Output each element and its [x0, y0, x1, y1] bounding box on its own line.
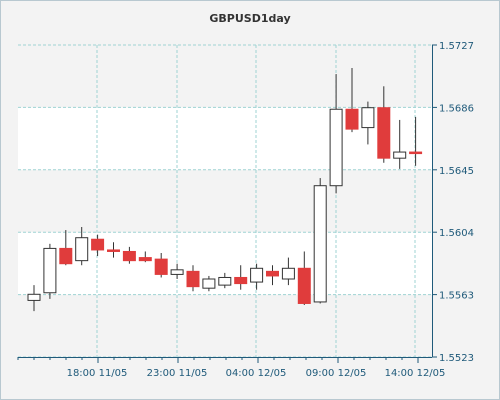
background-bands: [18, 45, 432, 357]
bearish-candle: [297, 251, 311, 305]
candle-body: [281, 267, 295, 280]
bullish-candle: [202, 275, 216, 292]
y-tick-label: 1.5523: [439, 353, 474, 364]
y-tick-label: 1.5727: [439, 41, 474, 52]
y-tick-label: 1.5645: [439, 166, 474, 177]
y-tick-labels: 1.5523 1.5563 1.5604 1.5645 1.5686 1.5727: [439, 41, 474, 364]
bullish-candle: [218, 272, 232, 289]
y-tick-label: 1.5686: [439, 103, 474, 114]
candle-body: [107, 249, 120, 252]
bearish-candle: [107, 242, 120, 258]
x-tick-label: 04:00 12/05: [226, 368, 287, 379]
y-tick-label: 1.5604: [439, 228, 474, 239]
candle-body: [138, 257, 152, 262]
bullish-candle: [281, 257, 295, 286]
bullish-candle: [361, 101, 375, 145]
candle-body: [218, 276, 232, 286]
bearish-candle: [409, 116, 423, 166]
axes: [17, 44, 437, 363]
chart-title: GBPUSD1day: [209, 12, 290, 25]
x-tick-label: 18:00 11/05: [67, 368, 128, 379]
bearish-candle: [122, 246, 136, 264]
candle-body: [313, 185, 327, 303]
candle-body: [202, 278, 216, 289]
bearish-candle: [186, 265, 200, 292]
bearish-candle: [234, 265, 248, 290]
candle-body: [377, 107, 391, 159]
background-band: [18, 45, 432, 108]
bullish-candle: [313, 178, 327, 304]
bearish-candle: [138, 251, 152, 263]
bearish-candle: [345, 67, 359, 133]
bearish-candle: [266, 265, 279, 286]
bullish-candle: [27, 285, 41, 312]
candle-body: [361, 107, 375, 129]
bullish-candle: [170, 263, 184, 279]
candle-body: [27, 293, 41, 301]
background-band: [18, 294, 432, 357]
candle-body: [91, 238, 105, 251]
candle-body: [59, 247, 73, 265]
candle-body: [75, 237, 89, 262]
candle-body: [345, 108, 359, 130]
candle-body: [393, 151, 407, 159]
candle-body: [122, 250, 136, 262]
candle-body: [186, 270, 200, 288]
candle-body: [234, 276, 248, 285]
candle-body: [43, 247, 57, 294]
candle-body: [266, 270, 279, 277]
candle-body: [170, 269, 184, 275]
y-tick-label: 1.5563: [439, 291, 474, 302]
bearish-candle: [59, 230, 73, 266]
candles: [27, 67, 423, 312]
bullish-candle: [393, 119, 407, 169]
bullish-candle: [43, 243, 57, 299]
bearish-candle: [377, 86, 391, 163]
candle-body: [250, 267, 264, 283]
candle-body: [329, 108, 343, 187]
x-tick-label: 14:00 12/05: [385, 368, 446, 379]
candle-body: [297, 267, 311, 304]
candle-body: [409, 151, 423, 155]
x-tick-label: 23:00 11/05: [147, 368, 208, 379]
bullish-candle: [250, 263, 264, 290]
x-tick-label: 09:00 12/05: [306, 368, 367, 379]
bearish-candle: [91, 234, 105, 257]
bullish-candle: [75, 227, 89, 266]
background-band: [18, 169, 432, 233]
bearish-candle: [154, 253, 168, 278]
candle-body: [154, 258, 168, 275]
bullish-candle: [329, 74, 343, 194]
x-tick-labels: 18:00 11/05 23:00 11/05 04:00 12/05 09:00 1…: [67, 368, 446, 379]
